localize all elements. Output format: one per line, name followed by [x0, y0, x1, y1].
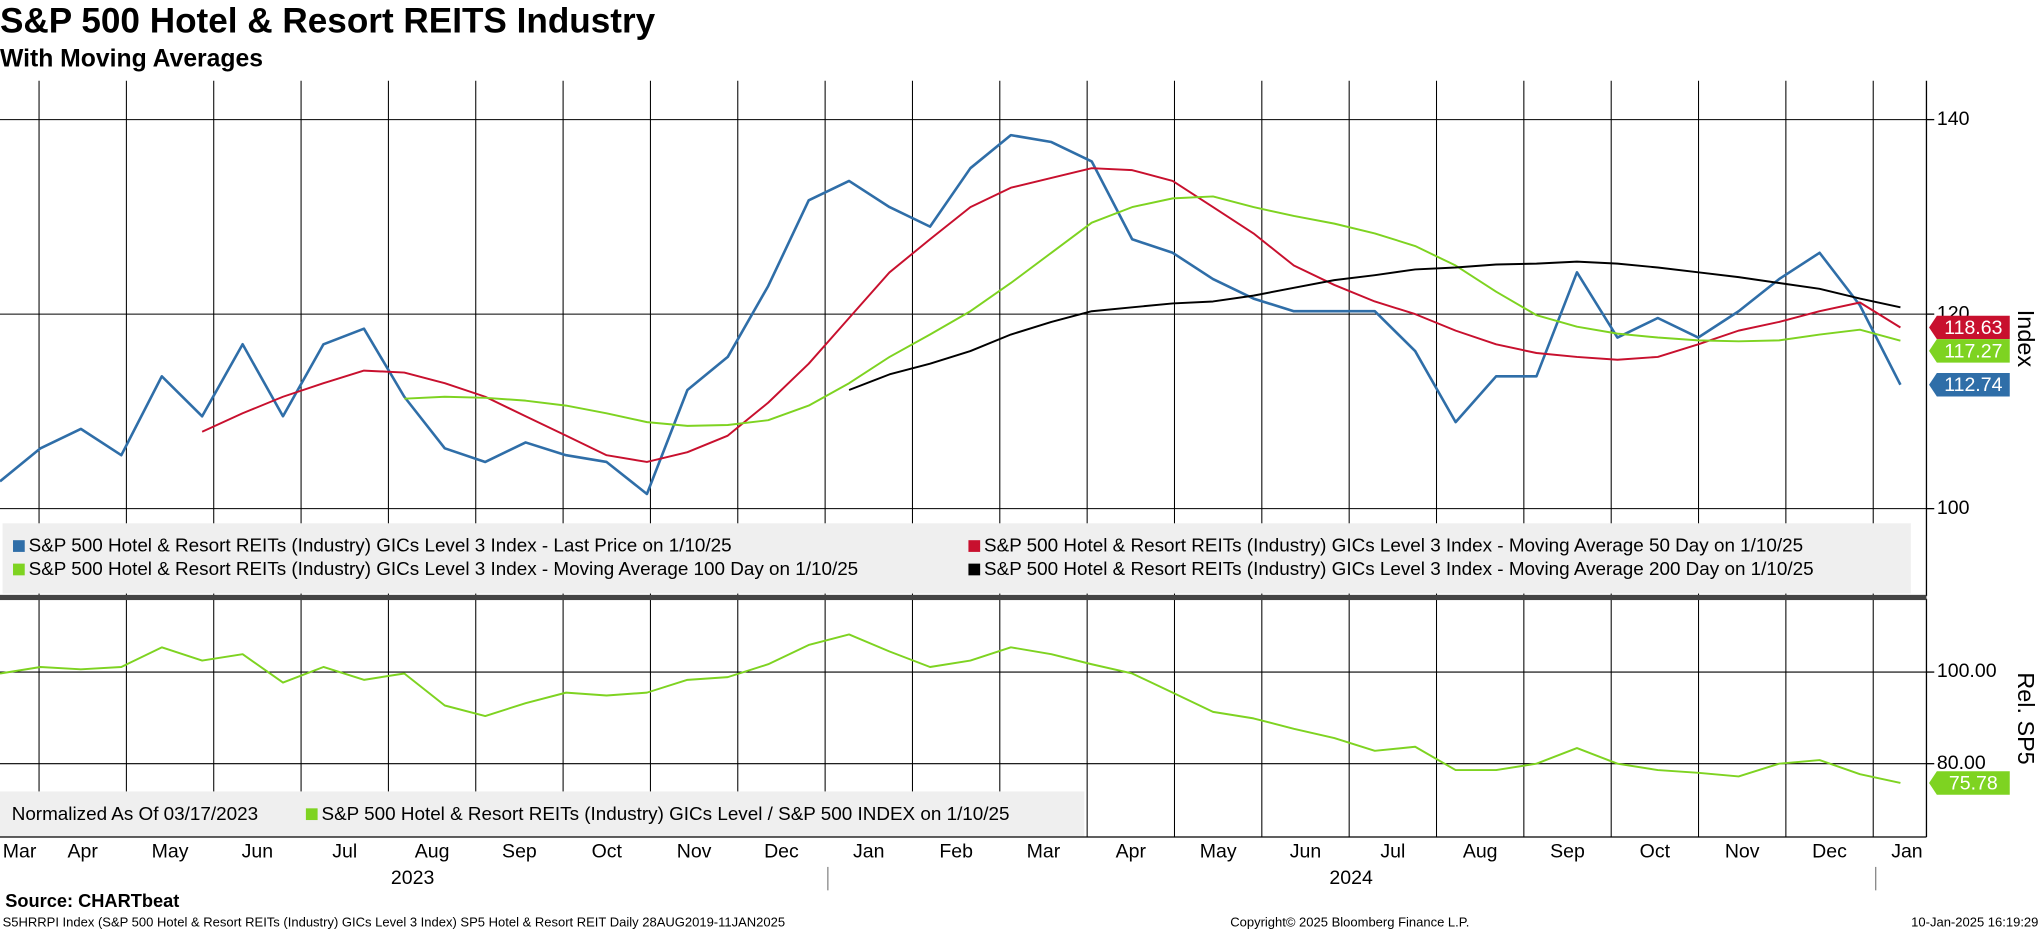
end-label: 112.74: [1944, 374, 2002, 396]
x-tick-label: Apr: [1116, 841, 1147, 863]
legend-label: S&P 500 Hotel & Resort REITs (Industry) …: [322, 803, 1010, 824]
end-label: 118.63: [1944, 317, 2002, 339]
legend-box: [2, 523, 1911, 594]
x-tick-label: Apr: [68, 841, 99, 863]
x-tick-label: Mar: [1027, 841, 1061, 863]
x-tick-label: Dec: [1812, 841, 1847, 863]
x-tick-label: Jun: [1290, 841, 1321, 863]
x-tick-label: Jul: [1380, 841, 1405, 863]
end-label-box: [1929, 373, 2010, 397]
panel-separator: [0, 594, 1927, 601]
x-tick-label: Oct: [1640, 841, 1671, 863]
x-tick-label: Jul: [332, 841, 357, 863]
x-tick-label: Jun: [242, 841, 273, 863]
footer-center: Copyright© 2025 Bloomberg Finance L.P.: [1230, 914, 1469, 929]
legend-label: S&P 500 Hotel & Resort REITs (Industry) …: [29, 558, 859, 579]
legend-swatch: [305, 808, 318, 821]
chart-title: S&P 500 Hotel & Resort REITS Industry: [0, 2, 656, 41]
y-tick-label: 100: [1937, 497, 1970, 519]
year-label: 2024: [1329, 867, 1373, 889]
x-tick-label: Mar: [3, 841, 37, 863]
series-line: [404, 195, 1901, 427]
chart-subtitle: With Moving Averages: [0, 45, 263, 72]
x-tick-label: Dec: [764, 841, 799, 863]
annotation: Normalized As Of 03/17/2023: [12, 803, 258, 824]
year-label: 2023: [391, 867, 434, 889]
footer-right: 10-Jan-2025 16:19:29: [1911, 914, 2038, 929]
x-tick-label: Nov: [1725, 841, 1760, 863]
legend-swatch: [968, 563, 981, 576]
source: Source: CHARTbeat: [5, 891, 179, 911]
series-line: [848, 260, 1901, 391]
end-label-box: [1929, 339, 2010, 363]
x-tick-label: Oct: [592, 841, 623, 863]
x-tick-label: Feb: [939, 841, 973, 863]
x-tick-label: Jan: [1891, 841, 1922, 863]
series-line: [201, 167, 1901, 463]
y-axis-label: Index: [2013, 310, 2039, 368]
y-tick-label: 140: [1937, 108, 1970, 130]
legend-label: S&P 500 Hotel & Resort REITs (Industry) …: [984, 535, 1803, 556]
end-label: 117.27: [1944, 340, 2002, 362]
x-tick-label: Sep: [1550, 841, 1585, 863]
x-tick-label: Aug: [1463, 841, 1498, 863]
y-tick-label: 80.00: [1937, 752, 1986, 774]
y-axis-label: Rel. SP5: [2013, 672, 2039, 764]
x-tick-label: Jan: [853, 841, 884, 863]
series-line: [0, 633, 1901, 784]
legend-box: [0, 791, 1085, 837]
end-label-box: [1929, 315, 2010, 340]
end-label: 75.78: [1949, 772, 1998, 794]
x-tick-label: Nov: [677, 841, 712, 863]
x-tick-label: Aug: [415, 841, 450, 863]
footer-left: S5HRRPI Index (S&P 500 Hotel & Resort RE…: [3, 914, 786, 929]
legend-swatch: [13, 540, 25, 552]
series-line: [0, 133, 1902, 496]
x-tick-label: Sep: [502, 841, 537, 863]
x-tick-label: May: [152, 841, 189, 863]
y-tick-label: 100.00: [1937, 660, 1997, 682]
legend-label: S&P 500 Hotel & Resort REITs (Industry) …: [29, 535, 732, 556]
legend-label: S&P 500 Hotel & Resort REITs (Industry) …: [984, 558, 1814, 579]
legend-swatch: [13, 563, 25, 576]
legend-swatch: [968, 540, 981, 552]
end-label-box: [1929, 771, 2010, 795]
x-tick-label: May: [1200, 841, 1237, 863]
